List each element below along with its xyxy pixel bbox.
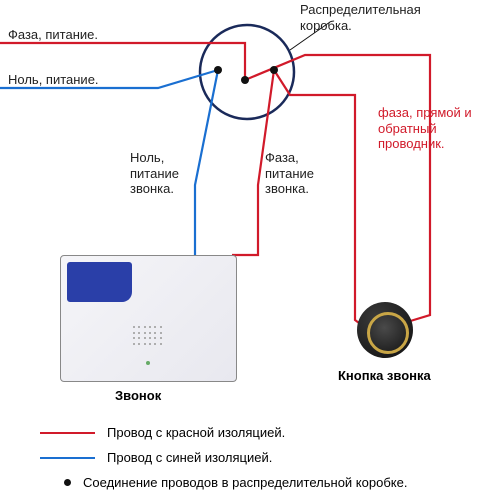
label-phase-supply: Фаза, питание. [8, 27, 98, 43]
label-phase-bell: Фаза, питание звонка. [265, 150, 314, 197]
legend-blue-text: Провод с синей изоляцией. [107, 450, 272, 465]
label-button: Кнопка звонка [338, 368, 431, 384]
label-bell: Звонок [115, 388, 161, 404]
label-phase-loop: фаза, прямой и обратный проводник. [378, 105, 472, 152]
speaker-grid-icon [133, 326, 163, 346]
label-neutral-supply: Ноль, питание. [8, 72, 99, 88]
legend-dot-swatch [64, 479, 71, 486]
legend-blue-swatch [40, 457, 95, 459]
junction-dot [270, 66, 278, 74]
bell-device [60, 255, 237, 382]
legend-red-text: Провод с красной изоляцией. [107, 425, 285, 440]
doorbell-button [357, 302, 413, 358]
legend-red: Провод с красной изоляцией. [40, 425, 285, 440]
label-junction-box: Распределительная коробка. [300, 2, 421, 33]
junction-dot [214, 66, 222, 74]
legend-dot: Соединение проводов в распределительной … [40, 475, 407, 490]
junction-dot [241, 76, 249, 84]
bell-led-icon [146, 361, 150, 365]
label-neutral-bell: Ноль, питание звонка. [130, 150, 179, 197]
legend-red-swatch [40, 432, 95, 434]
legend-blue: Провод с синей изоляцией. [40, 450, 272, 465]
bell-device-accent [67, 262, 132, 302]
wire-phase-button-back [274, 70, 363, 326]
legend-dot-text: Соединение проводов в распределительной … [83, 475, 407, 490]
doorbell-button-ring-icon [367, 312, 409, 354]
